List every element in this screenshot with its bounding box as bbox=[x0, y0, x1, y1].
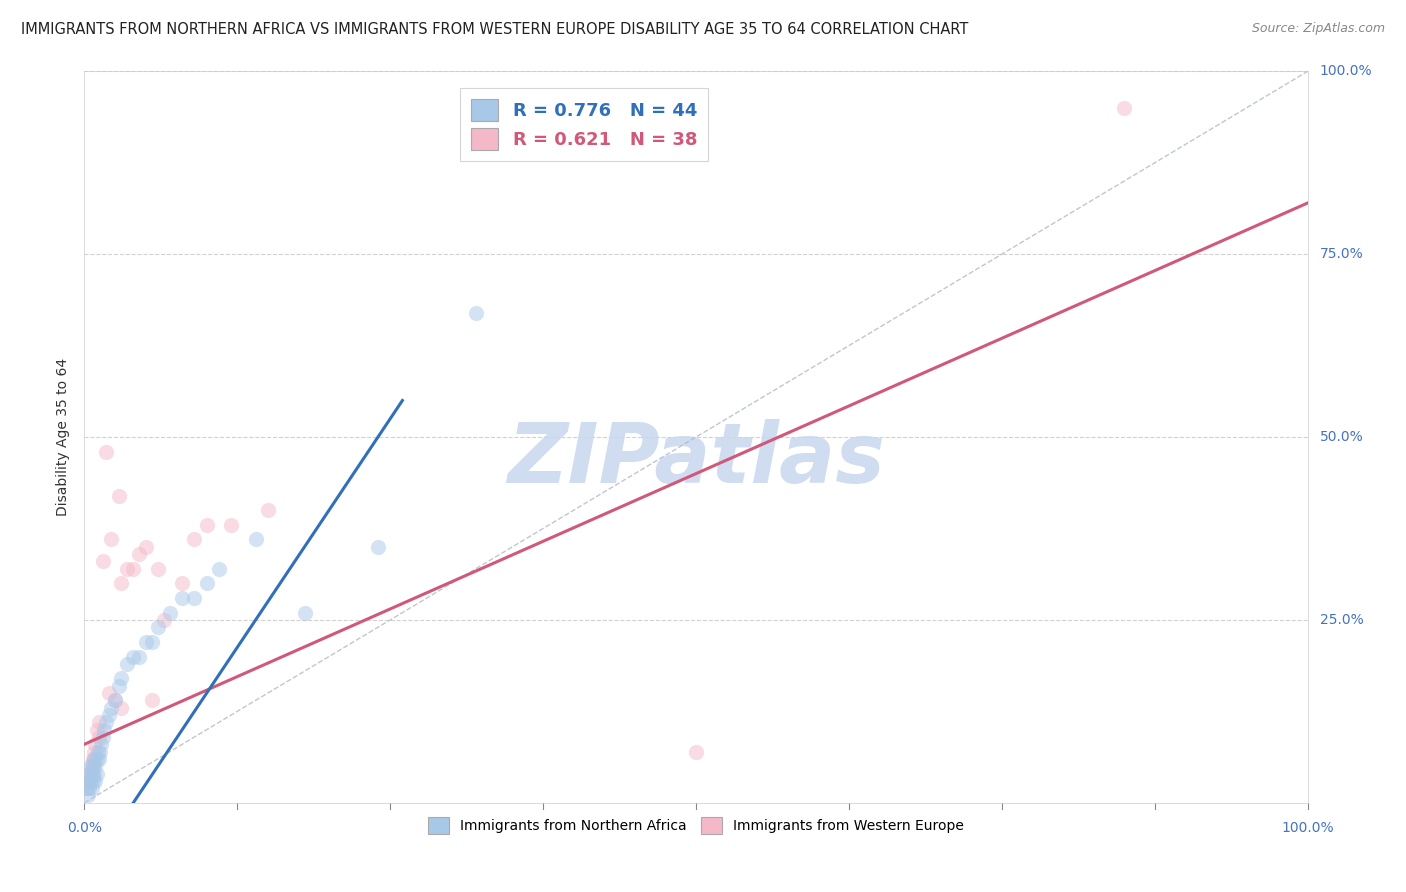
Point bbox=[77, 766, 100, 780]
Point bbox=[83, 752, 105, 766]
Point bbox=[93, 723, 115, 737]
Point bbox=[87, 715, 110, 730]
Point bbox=[183, 533, 205, 547]
Point bbox=[172, 576, 194, 591]
Point bbox=[91, 554, 114, 568]
Point bbox=[82, 759, 104, 773]
Point bbox=[83, 745, 105, 759]
Point bbox=[84, 737, 107, 751]
Point bbox=[84, 773, 107, 788]
Point bbox=[146, 620, 169, 634]
Point bbox=[141, 693, 163, 707]
Point bbox=[91, 730, 114, 744]
Point bbox=[80, 781, 103, 796]
Point bbox=[115, 657, 138, 671]
Point bbox=[219, 517, 242, 532]
Point bbox=[128, 547, 150, 561]
Point bbox=[153, 613, 176, 627]
Point bbox=[77, 781, 100, 796]
Point bbox=[141, 635, 163, 649]
Point bbox=[76, 781, 98, 796]
Point bbox=[86, 766, 108, 780]
Point bbox=[96, 715, 118, 730]
Legend: Immigrants from Northern Africa, Immigrants from Western Europe: Immigrants from Northern Africa, Immigra… bbox=[423, 812, 969, 839]
Text: Source: ZipAtlas.com: Source: ZipAtlas.com bbox=[1251, 22, 1385, 36]
Point bbox=[77, 789, 100, 803]
Point bbox=[89, 745, 111, 759]
Point bbox=[84, 759, 107, 773]
Point bbox=[97, 708, 120, 723]
Point bbox=[86, 723, 108, 737]
Point bbox=[77, 773, 100, 788]
Point bbox=[464, 306, 486, 320]
Point bbox=[104, 693, 127, 707]
Point bbox=[76, 781, 98, 796]
Point bbox=[83, 752, 105, 766]
Point bbox=[100, 533, 122, 547]
Point bbox=[183, 591, 205, 605]
Y-axis label: Disability Age 35 to 64: Disability Age 35 to 64 bbox=[56, 358, 70, 516]
Point bbox=[87, 752, 110, 766]
Point bbox=[80, 759, 103, 773]
Point bbox=[685, 745, 707, 759]
Point bbox=[367, 540, 389, 554]
Point bbox=[135, 540, 157, 554]
Point bbox=[115, 562, 138, 576]
Text: ZIPatlas: ZIPatlas bbox=[508, 418, 884, 500]
Point bbox=[86, 752, 108, 766]
Point bbox=[97, 686, 120, 700]
Text: 25.0%: 25.0% bbox=[1320, 613, 1364, 627]
Point bbox=[172, 591, 194, 605]
Point bbox=[87, 745, 110, 759]
Point bbox=[80, 766, 103, 780]
Point bbox=[195, 576, 218, 591]
Point bbox=[82, 759, 104, 773]
Point bbox=[107, 489, 129, 503]
Point bbox=[77, 773, 100, 788]
Text: 75.0%: 75.0% bbox=[1320, 247, 1364, 261]
Point bbox=[107, 679, 129, 693]
Point bbox=[79, 773, 101, 788]
Point bbox=[135, 635, 157, 649]
Text: 100.0%: 100.0% bbox=[1281, 821, 1334, 835]
Text: 50.0%: 50.0% bbox=[1320, 430, 1364, 444]
Point bbox=[245, 533, 267, 547]
Point bbox=[1114, 101, 1136, 115]
Point bbox=[90, 737, 112, 751]
Point bbox=[146, 562, 169, 576]
Point bbox=[110, 672, 132, 686]
Point bbox=[257, 503, 280, 517]
Point bbox=[80, 766, 103, 780]
Text: 100.0%: 100.0% bbox=[1320, 64, 1372, 78]
Point bbox=[82, 773, 104, 788]
Text: 0.0%: 0.0% bbox=[67, 821, 101, 835]
Point bbox=[79, 759, 101, 773]
Point bbox=[159, 606, 181, 620]
Point bbox=[110, 576, 132, 591]
Point bbox=[294, 606, 316, 620]
Point bbox=[110, 700, 132, 714]
Point bbox=[87, 730, 110, 744]
Point bbox=[82, 752, 104, 766]
Point bbox=[79, 773, 101, 788]
Point bbox=[77, 766, 100, 780]
Text: IMMIGRANTS FROM NORTHERN AFRICA VS IMMIGRANTS FROM WESTERN EUROPE DISABILITY AGE: IMMIGRANTS FROM NORTHERN AFRICA VS IMMIG… bbox=[21, 22, 969, 37]
Point bbox=[208, 562, 231, 576]
Point bbox=[79, 766, 101, 780]
Point bbox=[195, 517, 218, 532]
Point bbox=[96, 444, 118, 458]
Point bbox=[104, 693, 127, 707]
Point bbox=[100, 700, 122, 714]
Point bbox=[128, 649, 150, 664]
Point bbox=[122, 562, 145, 576]
Point bbox=[77, 773, 100, 788]
Point bbox=[83, 766, 105, 780]
Point bbox=[122, 649, 145, 664]
